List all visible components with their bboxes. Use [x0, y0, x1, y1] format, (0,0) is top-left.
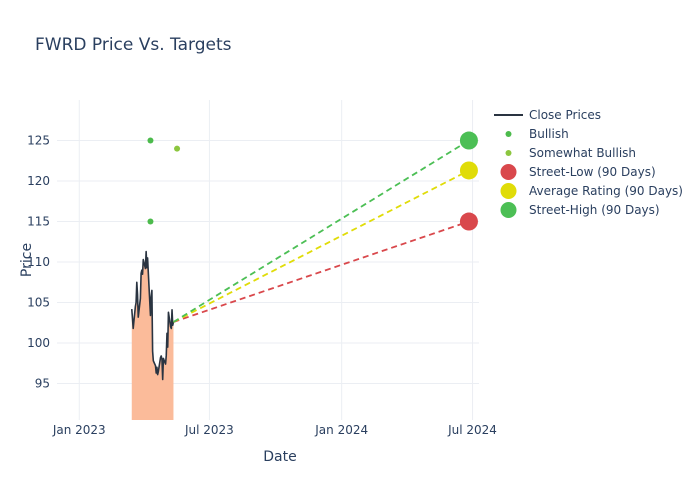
y-axis-title: Price — [19, 243, 35, 277]
legend-label: Somewhat Bullish — [529, 146, 636, 160]
target-line — [173, 220, 470, 323]
x-axis: Jan 2023 Jul 2023 Jan 2024 Jul 2024 — [52, 423, 497, 437]
y-tick-label: 125 — [27, 134, 50, 148]
legend-label: Street-Low (90 Days) — [529, 165, 656, 179]
legend-label: Street-High (90 Days) — [529, 203, 660, 217]
y-tick-label: 120 — [27, 174, 50, 188]
grid-lines — [57, 100, 479, 420]
x-tick-label: Jan 2024 — [314, 423, 368, 437]
x-axis-title: Date — [263, 449, 296, 465]
y-tick-label: 100 — [27, 336, 50, 350]
legend-label: Average Rating (90 Days) — [529, 184, 683, 198]
chart-title: FWRD Price Vs. Targets — [35, 35, 232, 55]
y-tick-label: 110 — [27, 255, 50, 269]
x-tick-label: Jul 2024 — [447, 423, 497, 437]
y-tick-label: 105 — [27, 296, 50, 310]
target-point — [459, 161, 478, 180]
legend-swatch — [500, 202, 517, 218]
rating-marker — [174, 145, 181, 152]
target-line — [173, 169, 470, 323]
rating-marker — [147, 218, 154, 225]
legend-swatch — [500, 164, 517, 180]
legend[interactable]: Close Prices Bullish Somewhat Bullish Stree… — [494, 108, 683, 218]
close-price-line — [130, 250, 175, 381]
y-axis: 95 100 105 110 115 120 125 — [27, 134, 50, 391]
target-lines-layer — [172, 131, 478, 323]
legend-label: Close Prices — [529, 108, 601, 122]
y-tick-label: 115 — [27, 215, 50, 229]
legend-label: Bullish — [529, 127, 569, 141]
target-point — [459, 131, 478, 150]
rating-marker — [147, 137, 154, 144]
rating-markers-layer — [147, 137, 181, 225]
legend-swatch — [505, 150, 512, 156]
target-point — [459, 212, 478, 231]
x-tick-label: Jul 2023 — [184, 423, 234, 437]
y-tick-label: 95 — [35, 377, 50, 391]
x-tick-label: Jan 2023 — [52, 423, 106, 437]
legend-swatch — [505, 131, 512, 137]
close-price-layer — [130, 250, 175, 381]
target-line — [172, 139, 470, 323]
legend-swatch — [500, 183, 517, 199]
